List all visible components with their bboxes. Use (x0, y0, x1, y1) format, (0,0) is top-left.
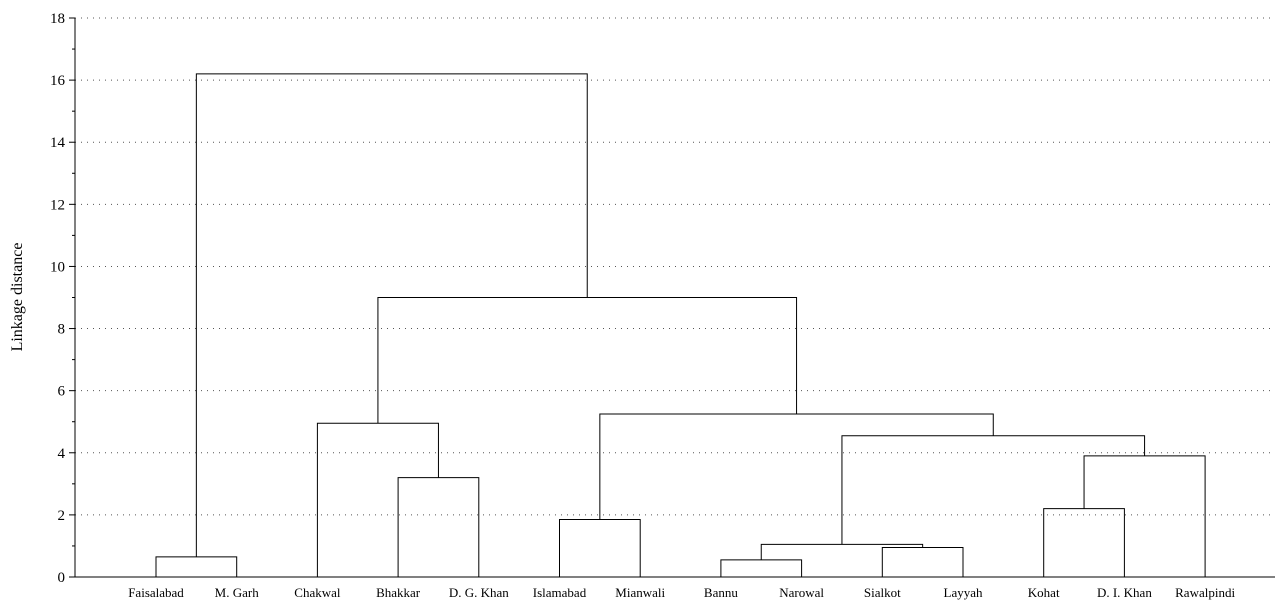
leaf-label: Bannu (704, 585, 738, 600)
y-tick-label: 4 (58, 446, 66, 462)
y-tick-label: 12 (50, 197, 65, 213)
dendrogram-link-m9 (1083, 455, 1206, 577)
dendrogram-link-m5 (720, 559, 803, 577)
dendrogram-link-m6 (881, 546, 964, 577)
leaf-label-layer: Faisalabad M. Garh Chakwal Bhakkar D. G. Kha… (128, 585, 1235, 600)
leaf-label: Chakwal (294, 585, 341, 600)
dendrogram-link-m7 (760, 543, 924, 560)
leaf-label: Bhakkar (376, 585, 421, 600)
dendrogram-link-m1 (155, 556, 238, 577)
leaf-label: Mianwali (615, 585, 665, 600)
dendrogram-link-m3 (316, 422, 439, 577)
leaf-label: M. Garh (215, 585, 260, 600)
dendrogram-link-m11 (599, 413, 994, 520)
y-tick-layer: 0 2 4 6 8 10 12 14 16 18 (50, 11, 75, 586)
y-tick-label: 2 (58, 508, 66, 524)
dendrogram-link-m4 (559, 519, 641, 577)
leaf-label: Islamabad (533, 585, 587, 600)
leaf-label: Sialkot (864, 585, 901, 600)
leaf-label: Layyah (944, 585, 983, 600)
y-tick-label: 6 (58, 384, 66, 400)
link-layer (155, 73, 1206, 577)
dendrogram-link-m13 (195, 73, 588, 557)
y-tick-label: 18 (50, 11, 65, 27)
dendrogram-link-m2 (397, 477, 480, 577)
leaf-label: D. I. Khan (1097, 585, 1152, 600)
leaf-label: Rawalpindi (1175, 585, 1235, 600)
leaf-label: Kohat (1028, 585, 1060, 600)
leaf-label: Faisalabad (128, 585, 184, 600)
y-tick-label: 14 (50, 135, 66, 151)
leaf-label: Narowal (779, 585, 824, 600)
y-tick-label: 10 (50, 259, 65, 275)
y-tick-label: 8 (58, 322, 66, 338)
grid-layer (75, 17, 1275, 516)
y-axis-label: Linkage distance (9, 243, 26, 352)
y-tick-label: 16 (50, 73, 66, 89)
dendrogram-link-m12 (377, 297, 798, 424)
leaf-label: D. G. Khan (449, 585, 509, 600)
dendrogram-link-m10 (841, 435, 1146, 545)
dendrogram-link-m8 (1043, 508, 1125, 577)
y-tick-label: 0 (58, 570, 66, 586)
